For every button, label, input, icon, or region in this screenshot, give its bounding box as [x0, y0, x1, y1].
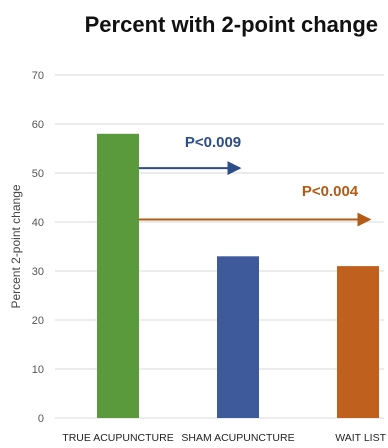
bar: [217, 256, 259, 418]
bars: [97, 133, 379, 419]
x-category-label: WAIT LIST: [335, 432, 386, 444]
x-category-label: SHAM ACUPUNCTURE: [181, 432, 294, 444]
y-tick-label: 10: [32, 364, 44, 376]
chart-title: Percent with 2-point change: [84, 12, 378, 37]
y-tick-label: 40: [32, 217, 44, 229]
y-tick-label: 30: [32, 266, 44, 278]
y-axis-ticks: 0 10 20 30 40 50 60 70: [32, 70, 44, 425]
bar: [97, 133, 139, 419]
bar: [337, 266, 379, 418]
y-tick-label: 70: [32, 70, 44, 82]
y-tick-label: 20: [32, 315, 44, 327]
y-tick-label: 0: [38, 413, 44, 425]
significance-annotations: P<0.009 P<0.004: [139, 134, 372, 227]
p-value-label: P<0.009: [185, 134, 241, 151]
y-axis-label: Percent 2-point change: [9, 184, 23, 308]
y-tick-label: 50: [32, 168, 44, 180]
y-tick-label: 60: [32, 119, 44, 131]
x-axis-categories: TRUE ACUPUNCTURE SHAM ACUPUNCTURE WAIT LIS…: [62, 432, 386, 444]
x-category-label: TRUE ACUPUNCTURE: [62, 432, 173, 444]
p-value-label: P<0.004: [302, 183, 359, 200]
